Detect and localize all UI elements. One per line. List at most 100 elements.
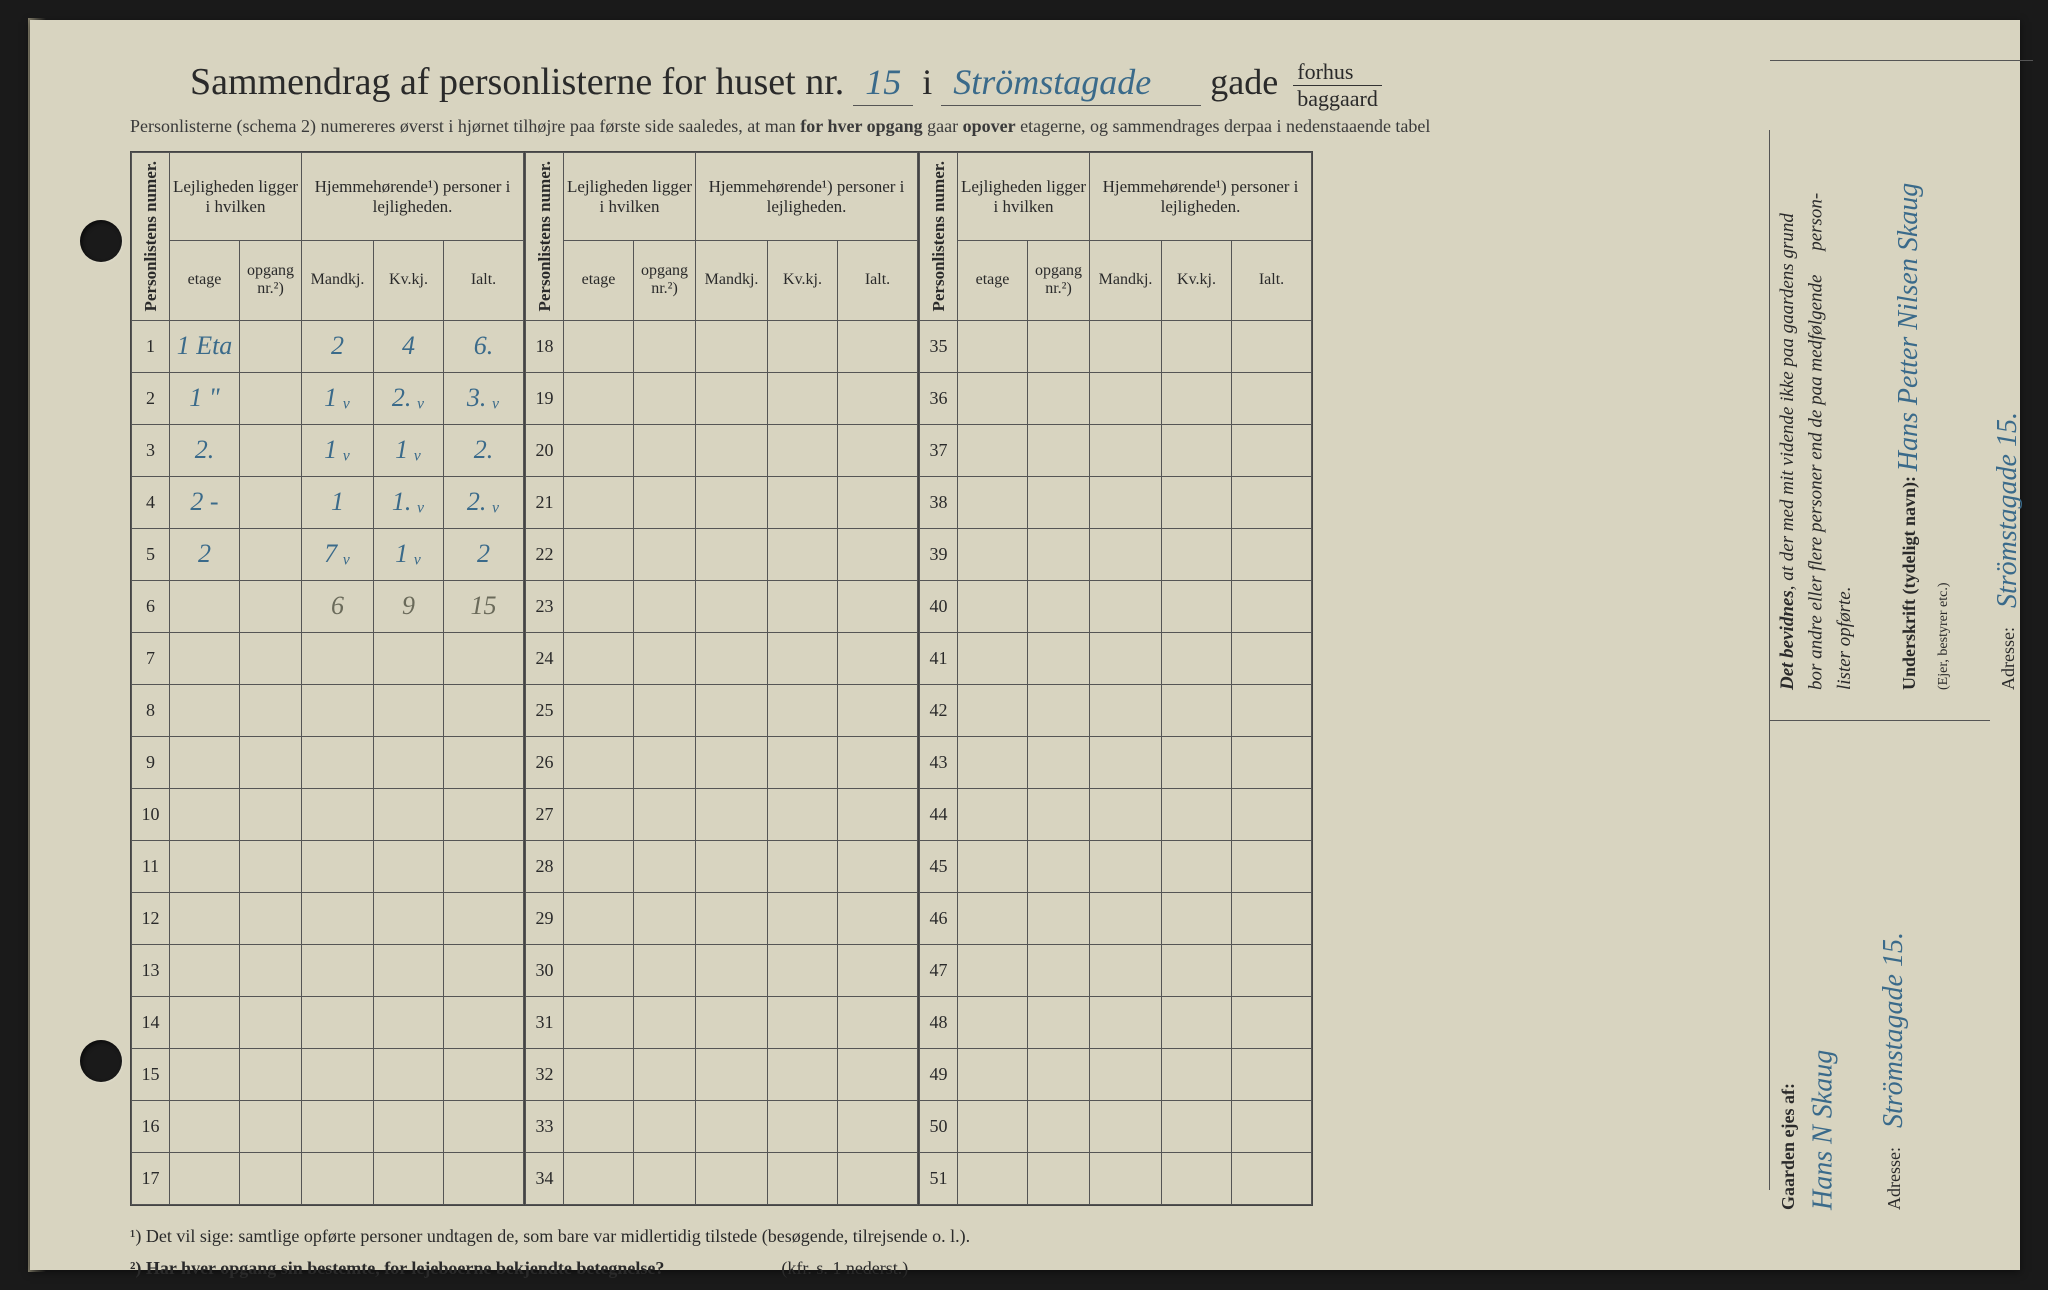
cell-mandkj (696, 996, 768, 1048)
cell-etage (958, 1100, 1028, 1152)
cell-etage (564, 372, 634, 424)
table-row: 11 Eta246. (132, 320, 524, 372)
cell-kvkj (374, 840, 444, 892)
row-number: 22 (526, 528, 564, 580)
cell-mandkj: 2 (302, 320, 374, 372)
table-row: 51 (920, 1152, 1312, 1204)
row-number: 43 (920, 736, 958, 788)
cell-opgang (634, 736, 696, 788)
col-hjemmehorende: Hjemmehørende¹) personer i lejligheden. (302, 153, 524, 241)
row-number: 39 (920, 528, 958, 580)
cell-etage (170, 1048, 240, 1100)
title-mid: i (922, 62, 932, 102)
row-number: 34 (526, 1152, 564, 1204)
cell-kvkj (1162, 788, 1232, 840)
table-row: 16 (132, 1100, 524, 1152)
cell-ialt (444, 996, 524, 1048)
title-suffix: gade (1210, 62, 1278, 102)
cell-mandkj (302, 944, 374, 996)
cell-kvkj (374, 684, 444, 736)
cell-mandkj (302, 1152, 374, 1204)
form-subtitle: Personlisterne (schema 2) numereres øver… (130, 116, 1990, 137)
cell-opgang (1028, 476, 1090, 528)
cell-opgang (1028, 528, 1090, 580)
cell-mandkj (1090, 788, 1162, 840)
cell-kvkj (374, 788, 444, 840)
cell-mandkj (302, 632, 374, 684)
cell-etage: 1 " (170, 372, 240, 424)
cell-etage (170, 840, 240, 892)
owner-address: Strömstagade 15. (1878, 932, 1909, 1128)
col-etage: etage (958, 240, 1028, 320)
cell-ialt: 2. ᵥ (444, 476, 524, 528)
cell-ialt (444, 736, 524, 788)
signer-role: (Ejer, bestyrer etc.) (1936, 583, 1951, 691)
cell-etage (170, 788, 240, 840)
cell-mandkj (696, 424, 768, 476)
row-number: 31 (526, 996, 564, 1048)
cell-mandkj (696, 1152, 768, 1204)
row-number: 45 (920, 840, 958, 892)
cell-opgang (240, 892, 302, 944)
cell-etage (564, 996, 634, 1048)
cell-ialt: 2. (444, 424, 524, 476)
cell-opgang (240, 996, 302, 1048)
cell-kvkj: 1 ᵥ (374, 528, 444, 580)
footnote-1: ¹) Det vil sige: samtlige opførte person… (130, 1220, 1990, 1252)
col-numer: Personlistens numer. (526, 153, 564, 321)
footnotes: ¹) Det vil sige: samtlige opførte person… (130, 1220, 1990, 1285)
cell-ialt (444, 788, 524, 840)
cell-etage (564, 632, 634, 684)
cell-ialt (838, 1152, 918, 1204)
cell-etage (170, 1100, 240, 1152)
address-value: Strömstagade 15. (1992, 412, 2023, 608)
cell-ialt: 3. ᵥ (444, 372, 524, 424)
table-row: 39 (920, 528, 1312, 580)
table-block-2: Personlistens numer. Lejligheden ligger … (525, 151, 919, 1206)
row-number: 13 (132, 944, 170, 996)
punch-hole (80, 220, 122, 262)
row-number: 41 (920, 632, 958, 684)
cell-mandkj (696, 476, 768, 528)
row-number: 8 (132, 684, 170, 736)
cell-kvkj (768, 840, 838, 892)
row-number: 25 (526, 684, 564, 736)
table-row: 49 (920, 1048, 1312, 1100)
cell-etage (564, 528, 634, 580)
col-mandkj: Mandkj. (1090, 240, 1162, 320)
cell-opgang (634, 372, 696, 424)
cell-opgang (1028, 840, 1090, 892)
cell-ialt (1232, 580, 1312, 632)
cell-ialt: 6. (444, 320, 524, 372)
cell-mandkj (302, 788, 374, 840)
cell-ialt (838, 320, 918, 372)
cell-mandkj (302, 1048, 374, 1100)
cell-kvkj (768, 1100, 838, 1152)
cell-etage (170, 580, 240, 632)
cell-kvkj (1162, 1152, 1232, 1204)
cell-mandkj (696, 372, 768, 424)
cell-opgang (1028, 320, 1090, 372)
cell-opgang (634, 840, 696, 892)
table-row: 46 (920, 892, 1312, 944)
cell-ialt (444, 1152, 524, 1204)
cell-etage (564, 476, 634, 528)
table-row: 8 (132, 684, 524, 736)
table-row: 45 (920, 840, 1312, 892)
cell-etage (958, 580, 1028, 632)
table-row: 19 (526, 372, 918, 424)
census-table: Personlistens numer. Lejligheden ligger … (130, 151, 1990, 1206)
cell-opgang (240, 424, 302, 476)
row-number: 32 (526, 1048, 564, 1100)
owner-name: Hans N Skaug (1808, 1050, 1839, 1210)
cell-opgang (634, 580, 696, 632)
cell-kvkj (1162, 840, 1232, 892)
table-block-3: Personlistens numer. Lejligheden ligger … (919, 151, 1313, 1206)
cell-kvkj (374, 1100, 444, 1152)
cell-ialt (838, 840, 918, 892)
table-row: 36 (920, 372, 1312, 424)
row-number: 21 (526, 476, 564, 528)
cell-ialt: 2 (444, 528, 524, 580)
cell-kvkj (768, 580, 838, 632)
cell-etage (564, 320, 634, 372)
